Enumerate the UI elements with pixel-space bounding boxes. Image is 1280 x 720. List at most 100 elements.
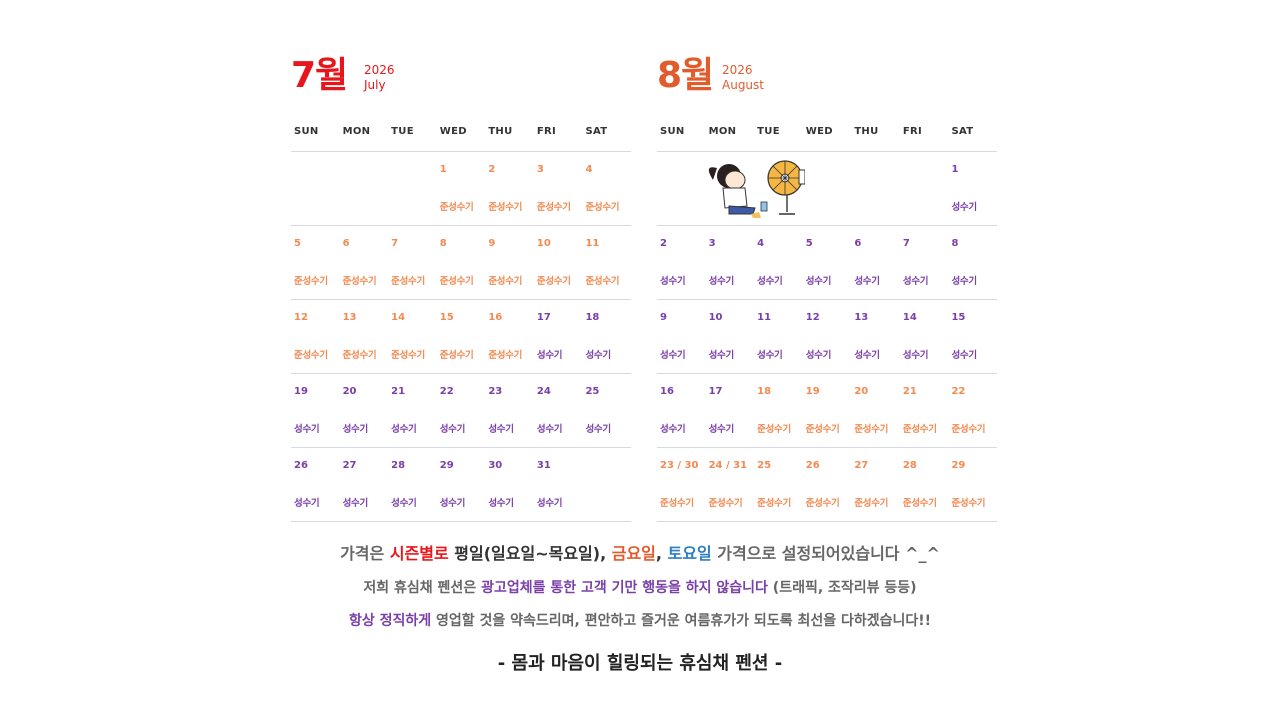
day-cell: 29 성수기 bbox=[437, 448, 486, 521]
day-cell: 11 준성수기 bbox=[582, 226, 631, 299]
day-cell: 28 성수기 bbox=[388, 448, 437, 521]
day-cell: 18 준성수기 bbox=[754, 374, 803, 447]
season-label: 성수기 bbox=[708, 276, 735, 287]
season-label: 성수기 bbox=[757, 276, 783, 287]
season-label: 성수기 bbox=[951, 202, 977, 213]
weekday-mon: MON bbox=[342, 126, 371, 137]
day-number: 8 bbox=[951, 238, 959, 249]
day-number: 31 bbox=[536, 460, 551, 471]
notice-segment: , bbox=[655, 544, 668, 563]
season-label: 준성수기 bbox=[585, 276, 620, 287]
notice-segment: 저희 휴심채 펜션은 bbox=[363, 580, 482, 596]
day-number: 5 bbox=[294, 238, 301, 249]
week-row: 1 성수기 bbox=[657, 152, 997, 226]
season-label: 준성수기 bbox=[951, 424, 986, 435]
day-cell: 22 성수기 bbox=[437, 374, 486, 447]
season-label: 준성수기 bbox=[585, 202, 620, 213]
day-cell: 6 준성수기 bbox=[340, 226, 389, 299]
day-number: 16 bbox=[660, 386, 674, 397]
day-number: 10 bbox=[536, 238, 551, 249]
day-cell: 14 성수기 bbox=[900, 300, 949, 373]
season-label: 성수기 bbox=[660, 424, 686, 435]
season-label: 성수기 bbox=[902, 350, 929, 361]
day-cell: 17 성수기 bbox=[534, 300, 583, 373]
season-label: 성수기 bbox=[805, 350, 832, 361]
week-row: 16 성수기 17 성수기 18 준성수기 19 준성수기 20 준성수기 21 준성수기 22 준성수기 bbox=[657, 374, 997, 448]
day-cell: 20 준성수기 bbox=[851, 374, 900, 447]
july-year: 2026 bbox=[364, 63, 395, 77]
day-cell: 9 준성수기 bbox=[485, 226, 534, 299]
notice-segment: 시즌별로 bbox=[389, 544, 449, 563]
day-cell: 19 성수기 bbox=[291, 374, 340, 447]
day-cell: 28 준성수기 bbox=[900, 448, 949, 521]
day-number: 27 bbox=[342, 460, 357, 471]
day-cell: 27 성수기 bbox=[340, 448, 389, 521]
season-label: 준성수기 bbox=[488, 350, 523, 361]
july-month-label: 7월 bbox=[291, 55, 348, 96]
day-number: 28 bbox=[391, 460, 406, 471]
day-number: 6 bbox=[342, 238, 350, 249]
august-month-label: 8월 bbox=[657, 55, 714, 96]
day-number: 19 bbox=[294, 386, 308, 397]
season-label: 성수기 bbox=[439, 424, 466, 435]
august-header: 8월 2026 August bbox=[657, 52, 997, 112]
july-grid: 1 준성수기 2 준성수기 3 준성수기 4 준성수기 5 준성수기 6 준성수기 7 준성수기 8 준성수기… bbox=[291, 152, 631, 522]
day-number: 2 bbox=[488, 164, 496, 175]
day-number: 3 bbox=[536, 164, 544, 175]
season-label: 성수기 bbox=[391, 424, 417, 435]
day-cell: 10 준성수기 bbox=[534, 226, 583, 299]
season-label: 준성수기 bbox=[708, 498, 743, 509]
day-number: 26 bbox=[805, 460, 820, 471]
season-label: 준성수기 bbox=[294, 276, 328, 287]
day-cell: 11 성수기 bbox=[754, 300, 803, 373]
season-label: 준성수기 bbox=[902, 424, 937, 435]
season-label: 성수기 bbox=[342, 498, 369, 509]
day-number: 11 bbox=[757, 312, 772, 323]
day-cell: 9 성수기 bbox=[657, 300, 706, 373]
day-cell: 6 성수기 bbox=[851, 226, 900, 299]
day-number: 7 bbox=[902, 238, 910, 249]
day-number: 24 / 31 bbox=[708, 460, 748, 471]
day-number: 7 bbox=[391, 238, 399, 249]
season-label: 준성수기 bbox=[439, 350, 474, 361]
season-label: 준성수기 bbox=[805, 498, 840, 509]
day-cell: 20 성수기 bbox=[340, 374, 389, 447]
notice-segment: 가격으로 설정되어있습니다 ^_^ bbox=[711, 544, 940, 563]
day-number: 11 bbox=[585, 238, 600, 249]
day-number: 12 bbox=[294, 312, 308, 323]
notice-segment: (일요일~목요일), bbox=[483, 544, 612, 563]
day-cell: 25 준성수기 bbox=[754, 448, 803, 521]
season-label: 준성수기 bbox=[294, 350, 328, 361]
day-cell: 5 성수기 bbox=[803, 226, 852, 299]
notice-segment: 광고업체를 통한 고객 기만 행동을 하지 않습니다 bbox=[481, 580, 768, 596]
season-label: 성수기 bbox=[536, 424, 563, 435]
season-label: 성수기 bbox=[805, 276, 832, 287]
season-label: 성수기 bbox=[488, 424, 514, 435]
season-label: 준성수기 bbox=[757, 424, 791, 435]
day-number: 27 bbox=[854, 460, 869, 471]
empty-cell bbox=[582, 448, 631, 521]
day-number: 3 bbox=[708, 238, 716, 249]
season-label: 준성수기 bbox=[536, 202, 571, 213]
day-number: 18 bbox=[757, 386, 772, 397]
day-cell: 21 성수기 bbox=[388, 374, 437, 447]
empty-cell bbox=[340, 152, 389, 225]
day-cell: 1 성수기 bbox=[948, 152, 997, 225]
empty-cell bbox=[388, 152, 437, 225]
empty-cell bbox=[851, 152, 900, 225]
weekday-sun: SUN bbox=[294, 126, 319, 137]
july-calendar: 7월 2026 July SUN MON TUE WED THU FRI SAT 1 준성수기… bbox=[291, 52, 631, 522]
day-number: 16 bbox=[488, 312, 503, 323]
day-cell: 23 / 30 준성수기 bbox=[657, 448, 706, 521]
july-header: 7월 2026 July bbox=[291, 52, 631, 112]
season-label: 성수기 bbox=[391, 498, 417, 509]
day-number: 12 bbox=[805, 312, 820, 323]
day-cell: 26 준성수기 bbox=[803, 448, 852, 521]
day-cell: 29 준성수기 bbox=[948, 448, 997, 521]
august-year: 2026 bbox=[722, 63, 753, 77]
weekday-wed: WED bbox=[439, 126, 467, 137]
day-number: 25 bbox=[585, 386, 600, 397]
weekday-tue: TUE bbox=[391, 126, 414, 137]
day-number: 18 bbox=[585, 312, 600, 323]
august-calendar: 8월 2026 August SUN MON TUE WED THU FRI SAT 1 성수… bbox=[657, 52, 997, 522]
